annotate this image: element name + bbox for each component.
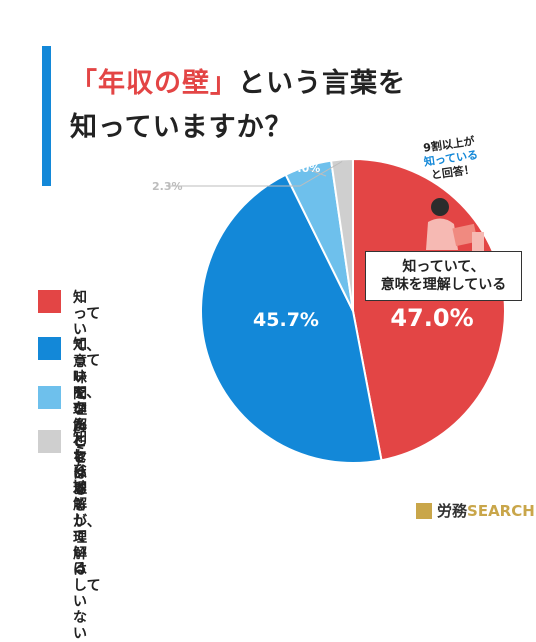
legend-swatch: [38, 386, 61, 409]
pie-chart: 47.0% 45.7% 5.0% 2.3%: [152, 157, 506, 464]
pct-label-heard: 5.0%: [290, 162, 321, 175]
logo-prefix: 労務: [437, 502, 468, 520]
legend-swatch: [38, 430, 61, 453]
logo-suffix: SEARCH: [467, 502, 535, 520]
legend-label: 知らない: [73, 430, 87, 494]
person-illustration-icon: [426, 198, 484, 262]
pct-label-unknown: 2.3%: [152, 180, 183, 193]
brand-logo: 労務SEARCH: [416, 500, 535, 521]
legend-swatch: [38, 290, 61, 313]
legend-item-unknown: 知らない: [38, 430, 87, 494]
slice-unknown: [329, 157, 354, 312]
pct-label-understand: 47.0%: [390, 304, 473, 332]
title-highlight: 「年収の壁」: [70, 68, 238, 99]
page-title: 「年収の壁」という言葉を 知っていますか？: [70, 62, 406, 150]
leader-line-heard: [308, 169, 327, 177]
legend-swatch: [38, 337, 61, 360]
legend-item-understand: 知っていて、 意味を理解している: [38, 290, 100, 498]
callout-text: 知っていて、 意味を理解している: [380, 259, 507, 293]
title-accent-bar: [42, 46, 51, 186]
legend-item-heard: 聞いたことはあるが、 理解はしていない: [38, 386, 101, 642]
slice-vaguely: [200, 173, 383, 464]
logo-book-icon: [416, 502, 432, 519]
pct-label-vaguely: 45.7%: [253, 309, 319, 331]
title-line2: 知っていますか？: [70, 112, 293, 143]
legend-label: 知っていて、 意味を理解している: [73, 290, 101, 498]
title-line1: という言葉を: [238, 68, 406, 99]
legend-label: 聞いたことはあるが、 理解はしていない: [73, 386, 101, 642]
leader-line-unknown: [168, 160, 343, 187]
callout-box: 知っていて、 意味を理解している: [365, 251, 522, 301]
